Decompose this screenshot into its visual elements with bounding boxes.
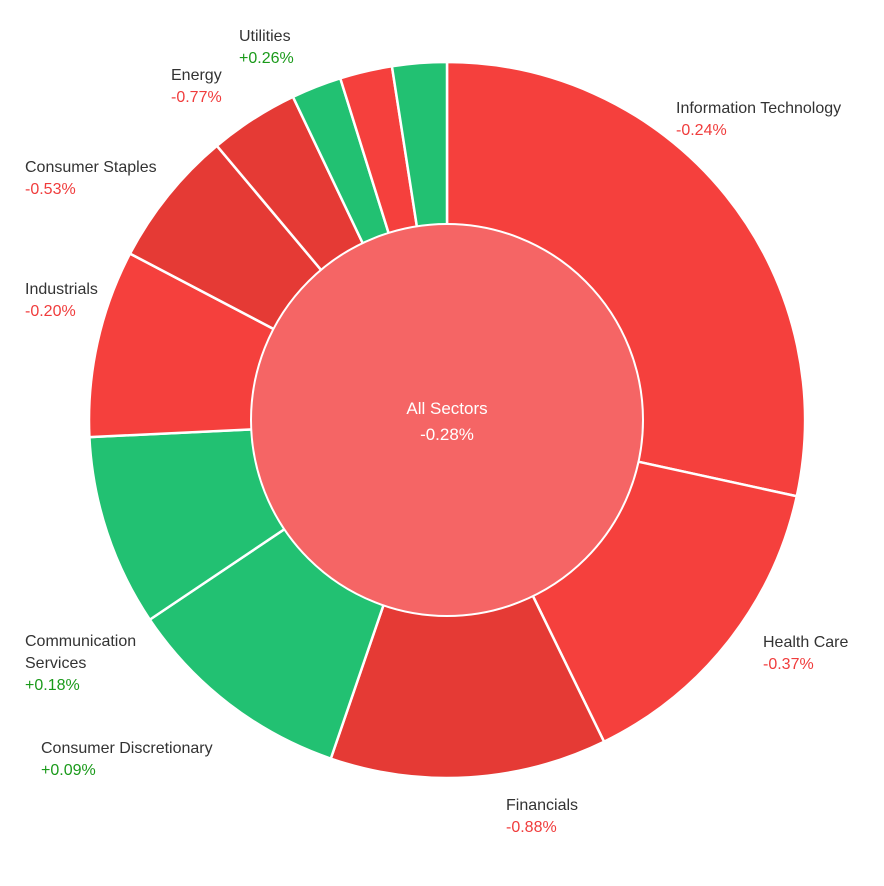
segment-change: -0.20% (25, 303, 76, 320)
segment-name: Financials (506, 797, 579, 814)
label-utilities: Utilities +0.26% (239, 26, 294, 70)
segment-name: Industrials (25, 281, 98, 298)
segment-name: Consumer Discretionary (41, 740, 213, 757)
segment-change: +0.26% (239, 50, 294, 67)
segment-change: +0.09% (41, 762, 96, 779)
segment-change: +0.18% (25, 677, 80, 694)
label-consumer-staples: Consumer Staples -0.53% (25, 157, 157, 201)
segment-change: -0.88% (506, 819, 557, 836)
label-energy: Energy -0.77% (171, 65, 222, 109)
segment-name: Utilities (239, 28, 291, 45)
segment-change: -0.37% (763, 656, 814, 673)
label-financials: Financials -0.88% (506, 795, 578, 839)
segment-change: -0.53% (25, 181, 76, 198)
label-health-care: Health Care -0.37% (763, 632, 848, 676)
center-value: -0.28% (420, 425, 474, 444)
segment-change: -0.24% (676, 122, 727, 139)
center-label: All Sectors (406, 399, 487, 418)
label-consumer-discretionary: Consumer Discretionary +0.09% (41, 738, 213, 782)
segment-name: Health Care (763, 634, 849, 651)
segment-name: Energy (171, 67, 222, 84)
segment-name: Communication Services (25, 633, 137, 672)
segment-change: -0.77% (171, 89, 222, 106)
label-industrials: Industrials -0.20% (25, 279, 98, 323)
segment-name: Information Technology (676, 100, 842, 117)
label-communication-services: Communication Services +0.18% (25, 631, 165, 697)
label-information-technology: Information Technology -0.24% (676, 98, 841, 142)
center-disc[interactable] (250, 223, 644, 617)
segment-name: Consumer Staples (25, 159, 157, 176)
